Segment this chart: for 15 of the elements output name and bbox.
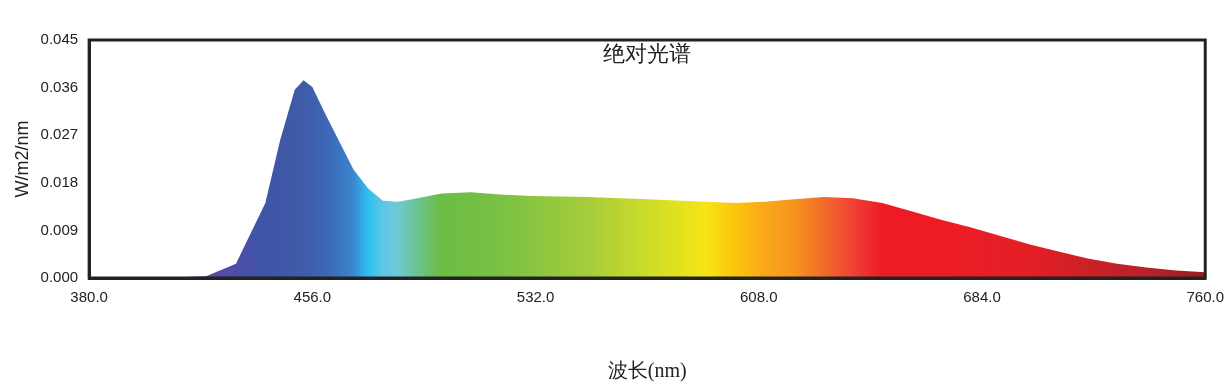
- y-tick-label: 0.000: [40, 268, 79, 286]
- y-tick-label: 0.027: [40, 125, 79, 143]
- x-axis-title: 波长(nm): [607, 359, 687, 383]
- chart-title: 绝对光谱: [603, 40, 692, 66]
- x-tick-label: 456.0: [293, 288, 332, 306]
- y-tick-label: 0.018: [40, 172, 79, 190]
- y-tick-label: 0.009: [40, 220, 79, 238]
- x-tick-label: 380.0: [70, 288, 108, 306]
- x-tick-label: 608.0: [740, 288, 778, 306]
- x-tick-label: 760.0: [1186, 288, 1225, 306]
- y-tick-label: 0.045: [40, 30, 79, 48]
- x-tick-label: 532.0: [516, 288, 555, 306]
- y-tick-label: 0.036: [40, 77, 79, 95]
- x-tick-label: 684.0: [963, 288, 1001, 306]
- y-axis-title: W/m2/nm: [11, 120, 32, 198]
